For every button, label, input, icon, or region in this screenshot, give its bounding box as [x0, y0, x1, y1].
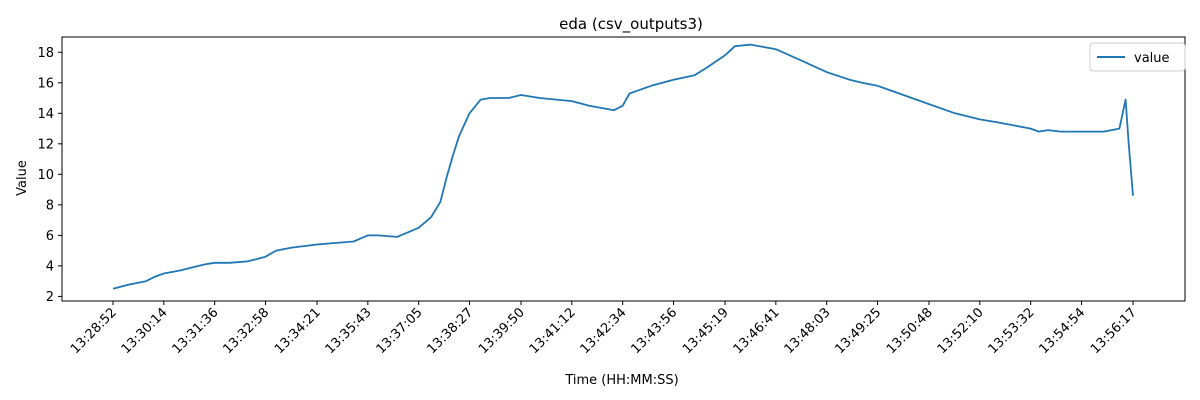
axis-ticks: 2468101214161813:28:5213:30:1413:31:3613…: [37, 46, 1139, 357]
x-tick-label: 13:43:56: [628, 305, 680, 357]
x-tick-label: 13:49:25: [832, 305, 884, 357]
x-tick-label: 13:42:34: [578, 305, 630, 357]
x-tick-label: 13:30:14: [119, 305, 171, 357]
x-tick-label: 13:28:52: [68, 305, 120, 357]
legend: value: [1089, 42, 1186, 72]
x-tick-label: 13:50:48: [884, 305, 936, 357]
y-axis-label: Value: [15, 160, 30, 196]
y-tick-label: 2: [46, 290, 54, 305]
x-tick-label: 13:48:03: [782, 305, 834, 357]
x-tick-label: 13:34:21: [272, 305, 324, 357]
x-tick-label: 13:37:05: [374, 305, 426, 357]
y-tick-label: 18: [37, 46, 54, 61]
x-tick-label: 13:52:10: [935, 305, 987, 357]
y-tick-label: 6: [46, 229, 54, 244]
y-tick-label: 12: [37, 137, 54, 152]
y-tick-label: 8: [46, 198, 54, 213]
x-tick-label: 13:46:41: [731, 305, 783, 357]
x-tick-label: 13:56:17: [1088, 305, 1140, 357]
legend-box: [1089, 42, 1186, 72]
series-line-value: [112, 43, 1134, 290]
plot-frame: [61, 36, 1186, 302]
x-tick-label: 13:54:54: [1036, 305, 1088, 357]
y-tick-label: 10: [37, 168, 54, 183]
y-tick-label: 14: [37, 107, 54, 122]
x-tick-label: 13:41:12: [527, 305, 579, 357]
x-tick-label: 13:32:58: [220, 305, 272, 357]
y-tick-label: 16: [37, 76, 54, 91]
x-axis-label: Time (HH:MM:SS): [564, 373, 678, 388]
chart-title: eda (csv_outputs3): [559, 15, 703, 34]
x-tick-label: 13:35:43: [323, 305, 375, 357]
x-tick-label: 13:39:50: [476, 305, 528, 357]
y-tick-label: 4: [46, 259, 54, 274]
x-tick-label: 13:31:36: [170, 305, 222, 357]
legend-label: value: [1134, 51, 1170, 66]
x-tick-label: 13:38:27: [424, 305, 476, 357]
x-tick-label: 13:45:19: [680, 305, 732, 357]
plot-area: [61, 36, 1186, 302]
x-tick-label: 13:53:32: [986, 305, 1038, 357]
